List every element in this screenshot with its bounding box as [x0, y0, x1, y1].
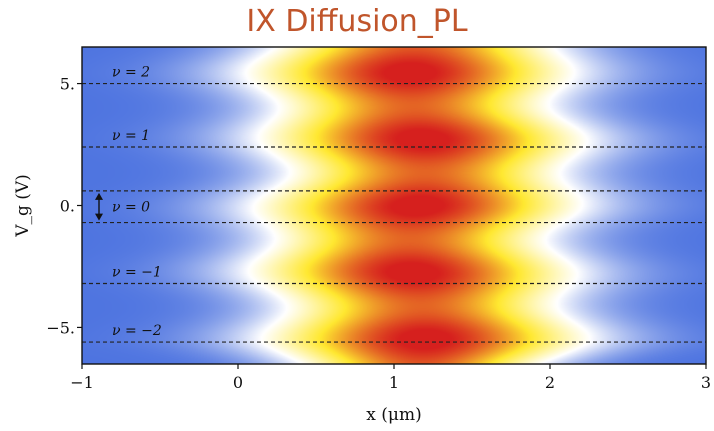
y-tick-label: 5. — [60, 75, 75, 94]
y-axis: 5. 0. −5. — [46, 75, 82, 337]
filling-label: ν = 0 — [112, 200, 150, 216]
y-tick-label: 0. — [60, 197, 75, 216]
x-tick-label: 3 — [701, 373, 711, 392]
x-tick-label: 0 — [233, 373, 243, 392]
filling-label: ν = −2 — [112, 323, 162, 339]
filling-label: ν = 2 — [112, 65, 150, 81]
y-axis-label: V_g (V) — [13, 174, 33, 238]
y-tick-label: −5. — [46, 318, 75, 337]
x-tick-label: −1 — [70, 373, 94, 392]
gap-arrow-head-down — [95, 213, 103, 221]
filling-label: ν = 1 — [112, 128, 150, 144]
heatmap-area — [82, 47, 706, 364]
heatmap-image — [82, 47, 706, 364]
filling-labels: ν = 2 ν = 1 ν = 0 ν = −1 ν = −2 — [95, 65, 162, 339]
x-tick-label: 1 — [389, 373, 399, 392]
gap-arrow-head-up — [95, 192, 103, 200]
x-tick-label: 2 — [545, 373, 555, 392]
filling-lines — [82, 82, 706, 343]
x-axis: −1 0 1 2 3 — [70, 364, 711, 392]
chart-title: IX Diffusion_PL — [246, 4, 468, 39]
x-axis-label: x (μm) — [366, 405, 421, 425]
filling-label: ν = −1 — [112, 265, 162, 281]
